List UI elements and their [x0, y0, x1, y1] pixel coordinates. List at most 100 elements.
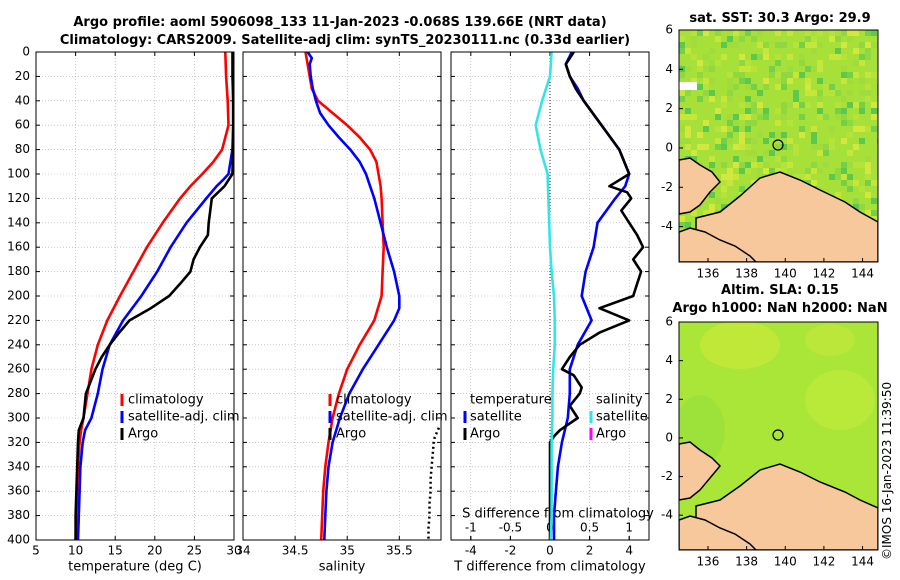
sst-pixel	[835, 108, 841, 114]
panel-2-xtick-label: 35	[340, 544, 355, 558]
sst-pixel	[769, 150, 775, 156]
sst-pixel	[709, 150, 715, 156]
sst-pixel	[793, 192, 799, 198]
sst-pixel	[727, 204, 733, 210]
sst-pixel	[763, 240, 769, 246]
sst-pixel	[709, 78, 715, 84]
sst-pixel	[739, 174, 745, 180]
sst-pixel	[871, 210, 877, 216]
sst-pixel	[841, 96, 847, 102]
sst-pixel	[871, 240, 877, 246]
sst-pixel	[685, 54, 691, 60]
sst-pixel	[799, 210, 805, 216]
sst-pixel	[847, 246, 853, 252]
sst-pixel	[799, 174, 805, 180]
sst-pixel	[871, 108, 877, 114]
sst-pixel	[805, 204, 811, 210]
panel-1-legend-climatology: climatology	[128, 393, 204, 408]
sst-pixel	[739, 132, 745, 138]
sst-pixel	[871, 216, 877, 222]
sst-pixel	[817, 234, 823, 240]
sst-pixel	[691, 150, 697, 156]
sst-pixel	[811, 138, 817, 144]
sst-pixel	[841, 54, 847, 60]
depth-tick-label: 160	[7, 240, 30, 254]
sst-map-ytick-label: -4	[661, 219, 673, 233]
sst-pixel	[847, 162, 853, 168]
panel-3-xtick-label: -4	[465, 544, 477, 558]
sst-pixel	[691, 180, 697, 186]
sla-map	[679, 322, 878, 550]
sst-pixel	[781, 60, 787, 66]
sst-pixel	[859, 54, 865, 60]
sst-pixel	[745, 120, 751, 126]
sst-pixel	[859, 138, 865, 144]
sst-pixel	[877, 138, 878, 144]
sst-pixel	[727, 78, 733, 84]
sst-pixel	[685, 222, 691, 228]
sst-pixel	[709, 240, 715, 246]
sst-pixel	[709, 108, 715, 114]
sst-pixel	[781, 42, 787, 48]
sst-pixel	[829, 240, 835, 246]
sst-pixel	[805, 168, 811, 174]
sst-pixel	[721, 204, 727, 210]
sst-pixel	[757, 54, 763, 60]
sst-pixel	[829, 258, 835, 262]
sst-pixel	[859, 156, 865, 162]
sst-pixel	[847, 36, 853, 42]
sst-pixel	[775, 174, 781, 180]
sst-pixel	[829, 186, 835, 192]
sst-pixel	[817, 108, 823, 114]
sst-pixel	[793, 186, 799, 192]
sst-pixel	[679, 114, 685, 120]
sst-pixel	[859, 120, 865, 126]
sst-pixel	[853, 114, 859, 120]
sst-pixel	[781, 168, 787, 174]
sst-pixel	[691, 174, 697, 180]
sst-pixel	[733, 240, 739, 246]
sst-pixel	[775, 210, 781, 216]
sst-pixel	[799, 168, 805, 174]
sst-pixel	[865, 180, 871, 186]
sst-pixel	[745, 78, 751, 84]
sst-pixel	[829, 174, 835, 180]
sst-pixel	[727, 138, 733, 144]
sst-pixel	[787, 240, 793, 246]
sst-pixel	[727, 246, 733, 252]
sst-pixel	[685, 246, 691, 252]
sst-map-ytick-label: -2	[661, 180, 673, 194]
sst-pixel	[781, 144, 787, 150]
panel-1-frame	[35, 51, 235, 541]
sst-pixel	[739, 186, 745, 192]
sst-pixel	[823, 162, 829, 168]
sst-pixel	[853, 144, 859, 150]
sst-pixel	[787, 222, 793, 228]
depth-tick-label: 260	[7, 362, 30, 376]
sst-pixel	[805, 228, 811, 234]
sst-pixel	[745, 204, 751, 210]
panel-2-line-argo	[427, 427, 441, 540]
sst-pixel	[727, 174, 733, 180]
sst-pixel	[841, 216, 847, 222]
sst-pixel	[715, 240, 721, 246]
sst-pixel	[721, 126, 727, 132]
sst-pixel	[733, 72, 739, 78]
sst-pixel	[841, 180, 847, 186]
sst-pixel	[745, 150, 751, 156]
sst-pixel	[733, 126, 739, 132]
sst-pixel	[709, 156, 715, 162]
sst-pixel	[709, 222, 715, 228]
sst-pixel	[871, 198, 877, 204]
sst-pixel	[733, 222, 739, 228]
sst-pixel	[679, 90, 685, 96]
sst-pixel	[823, 222, 829, 228]
sst-pixel	[865, 162, 871, 168]
sst-pixel	[847, 72, 853, 78]
sst-pixel	[859, 78, 865, 84]
sst-pixel	[703, 258, 709, 262]
sst-pixel	[709, 60, 715, 66]
sst-pixel	[751, 138, 757, 144]
sst-pixel	[823, 240, 829, 246]
sst-pixel	[835, 36, 841, 42]
